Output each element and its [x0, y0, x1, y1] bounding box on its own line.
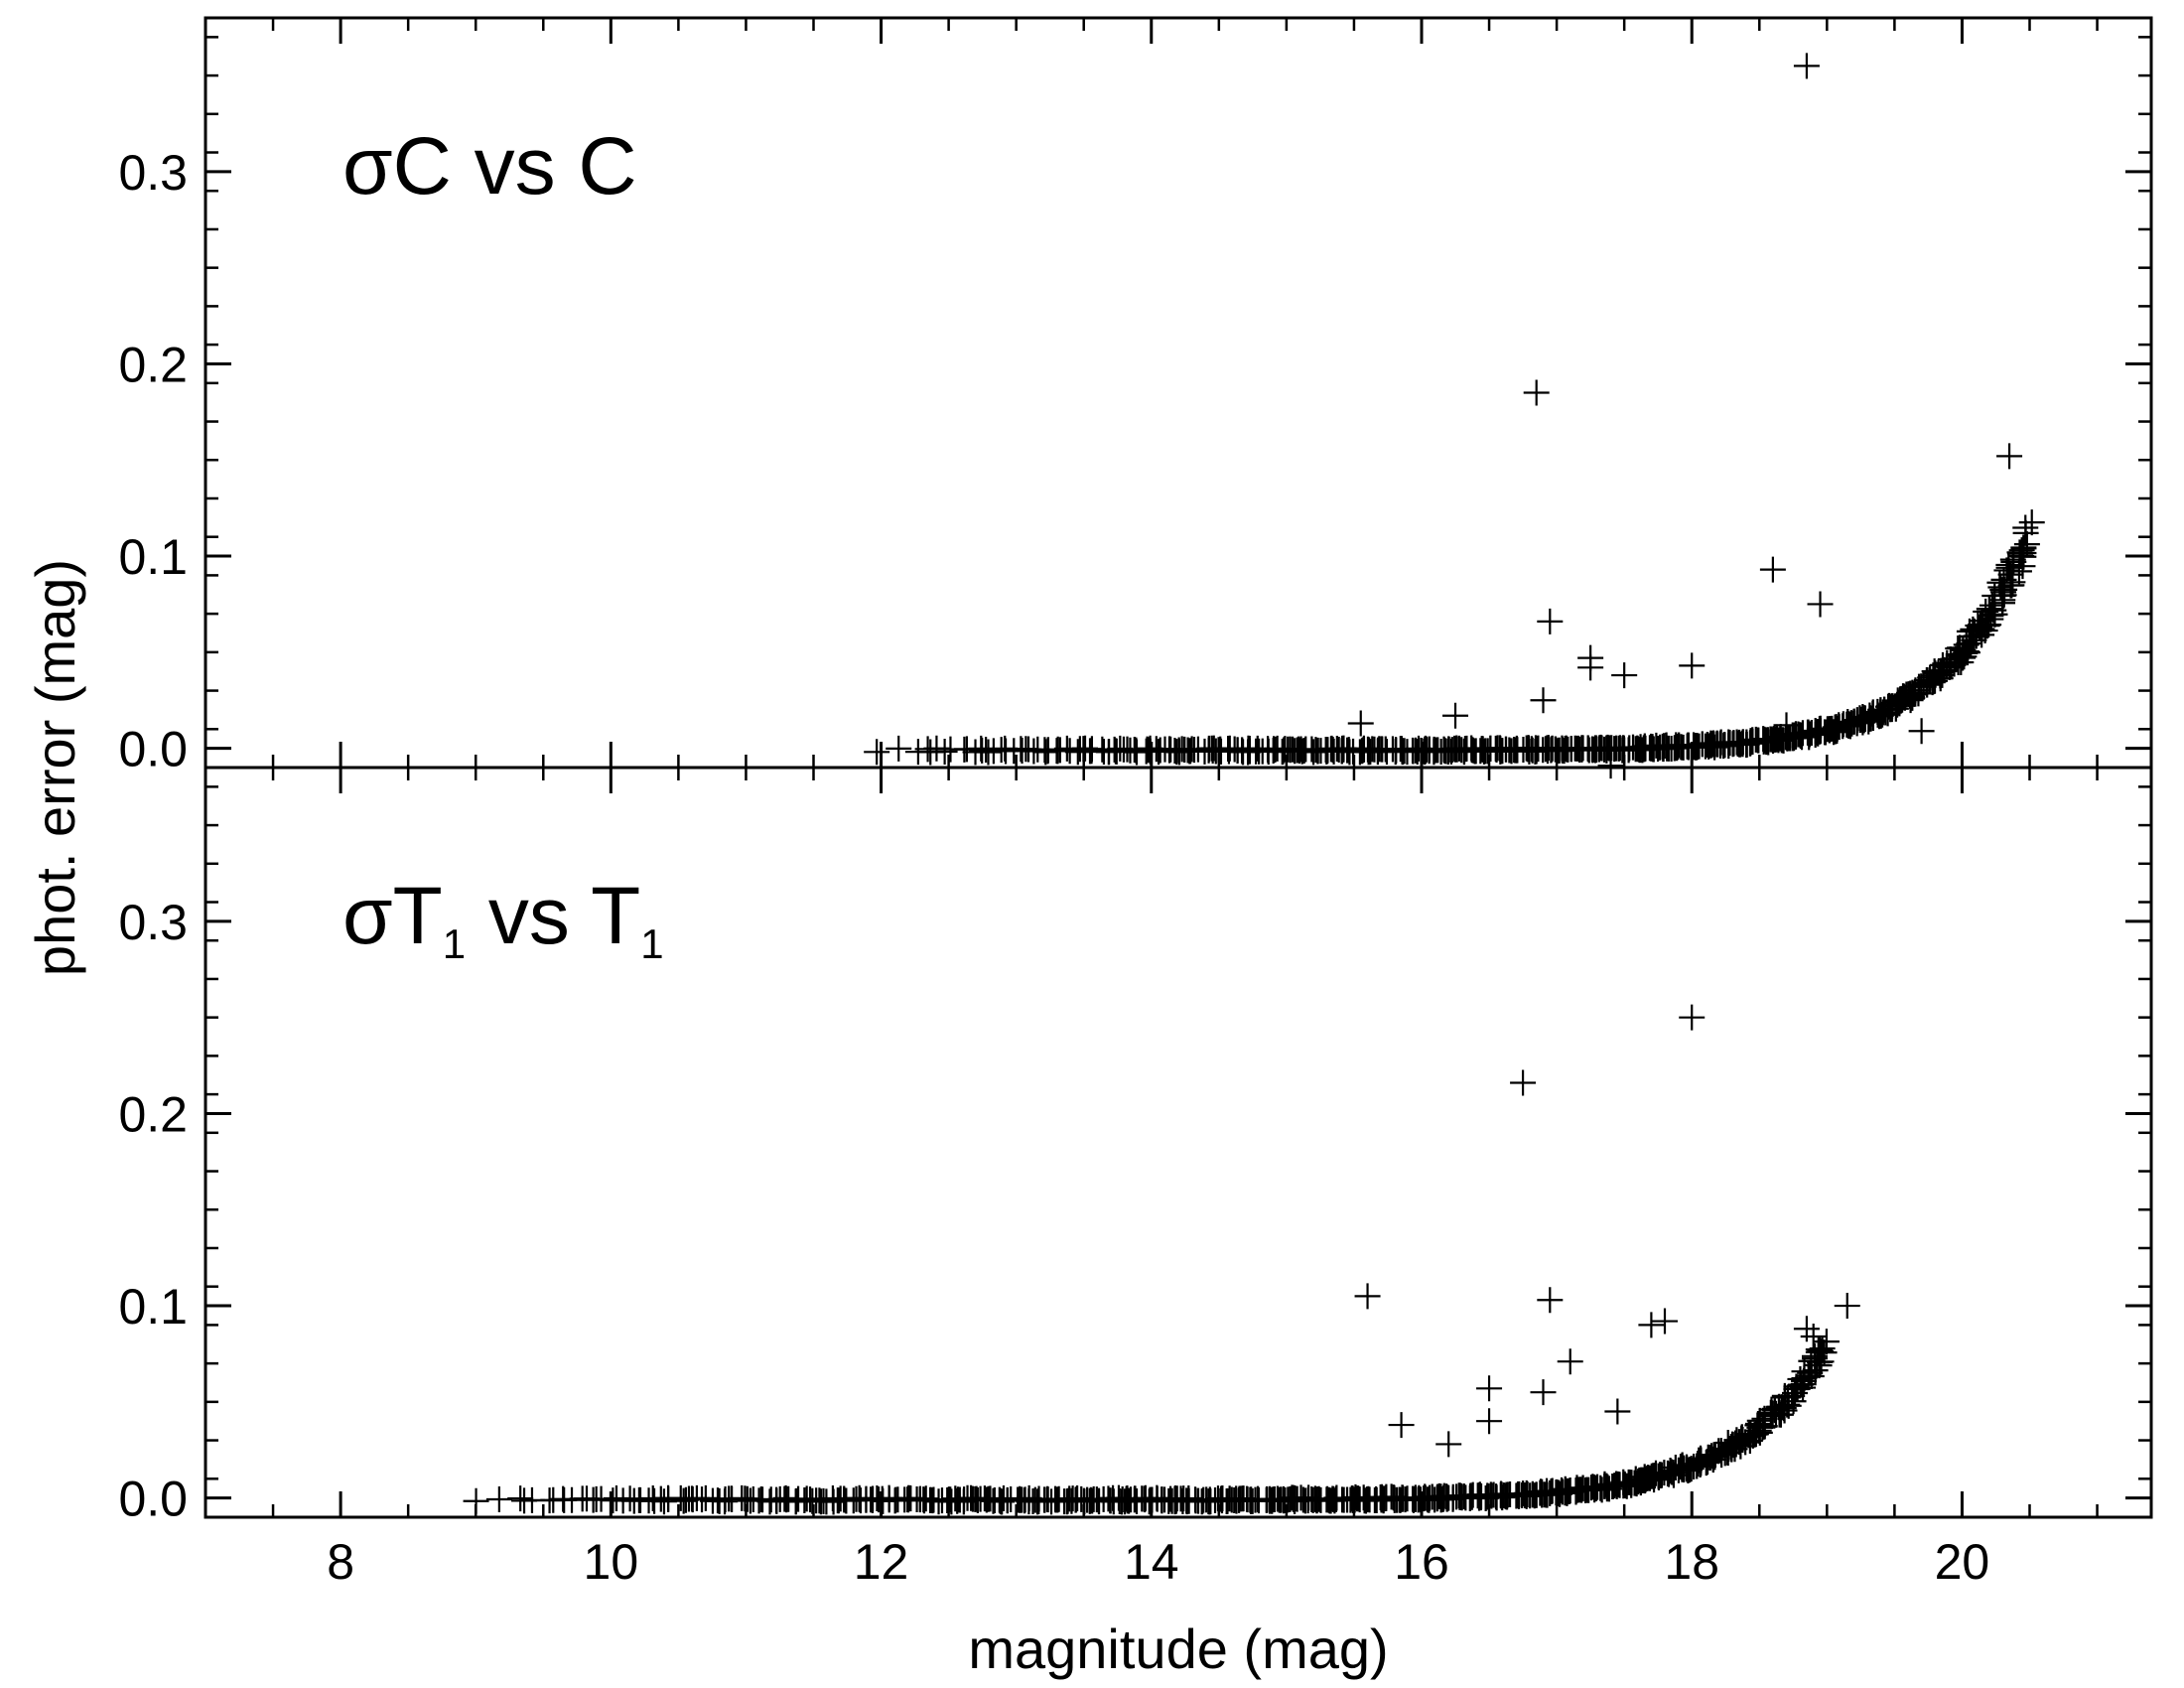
- y-tick-label: 0.3: [118, 895, 188, 950]
- x-tick-label: 16: [1394, 1534, 1449, 1590]
- outlier-point: [1510, 1069, 1537, 1096]
- data-point: [1948, 649, 1975, 676]
- data-point: [1745, 1417, 1772, 1444]
- outlier-point: [1793, 53, 1820, 79]
- outlier-point: [1476, 1408, 1503, 1435]
- top-panel: 0.0 0.1 0.2 0.3 σC vs C: [118, 16, 2153, 779]
- x-tick-label: 10: [584, 1534, 639, 1590]
- data-point: [1674, 1454, 1701, 1480]
- bottom-panel: 0.00.10.20.3 8 10 12 14 16 18 20 σT1 vs T1: [118, 766, 2153, 1590]
- bottom-data-points: [463, 1004, 1860, 1515]
- outlier-point: [1577, 654, 1604, 681]
- outlier-point: [1604, 1398, 1631, 1425]
- outlier-point: [1908, 718, 1935, 745]
- data-point: [1746, 1419, 1773, 1446]
- outlier-point: [1597, 753, 1624, 779]
- x-tick-label: 14: [1124, 1534, 1179, 1590]
- data-point: [507, 1485, 534, 1512]
- data-point: [1170, 1485, 1197, 1512]
- data-point: [2018, 509, 2045, 536]
- y-tick-label: 0.1: [118, 529, 188, 585]
- outlier-point: [1530, 687, 1557, 714]
- data-point: [931, 738, 958, 765]
- bottom-title-mid: vs T: [466, 871, 640, 961]
- data-point: [712, 1488, 739, 1515]
- outlier-point: [1834, 1293, 1860, 1320]
- data-point: [1997, 572, 2024, 599]
- data-point: [1775, 1392, 1802, 1419]
- y-tick-label: 0.0: [118, 722, 188, 777]
- data-point: [1954, 639, 1980, 666]
- x-axis-label: magnitude (mag): [968, 1618, 1388, 1680]
- top-panel-title: σC vs C: [342, 121, 637, 211]
- y-tick-label: 0.0: [118, 1472, 188, 1527]
- outlier-point: [1611, 662, 1638, 689]
- outlier-point: [1679, 1004, 1706, 1031]
- outlier-point: [1476, 1375, 1503, 1402]
- y-axis-label: phot. error (mag): [24, 559, 86, 976]
- outlier-point: [1773, 712, 1800, 739]
- outlier-point: [1679, 652, 1706, 679]
- bottom-plot-frame: [204, 766, 2153, 1519]
- top-data-points: [864, 53, 2045, 779]
- x-tick-label: 12: [854, 1534, 909, 1590]
- outlier-point: [1435, 1431, 1462, 1458]
- outlier-point: [1354, 1283, 1381, 1310]
- outlier-point: [1537, 608, 1564, 634]
- outlier-point: [1530, 1379, 1557, 1406]
- data-point: [1981, 601, 2008, 628]
- outlier-point: [1652, 1308, 1678, 1335]
- outlier-point: [1800, 1324, 1827, 1350]
- outlier-point: [1638, 1312, 1665, 1338]
- x-tick-label: 8: [327, 1534, 354, 1590]
- x-tick-label: 20: [1935, 1534, 1990, 1590]
- y-tick-label: 0.3: [118, 145, 188, 201]
- y-tick-label: 0.2: [118, 1086, 188, 1142]
- bottom-y-ticks: 0.0 0.1 0.2 0.3: [118, 785, 2151, 1527]
- outlier-point: [1557, 1348, 1583, 1375]
- bottom-title-sub2: 1: [640, 920, 663, 967]
- outlier-point: [1523, 379, 1550, 406]
- data-point: [1931, 656, 1958, 683]
- data-point: [1995, 554, 2022, 581]
- outlier-point: [1388, 1412, 1415, 1439]
- data-point: [692, 1484, 719, 1511]
- data-point: [864, 739, 890, 766]
- y-tick-label: 0.1: [118, 1279, 188, 1335]
- data-point: [1951, 643, 1978, 670]
- data-point: [1811, 1339, 1838, 1366]
- outlier-point: [1537, 1287, 1564, 1314]
- data-point: [1972, 618, 1998, 644]
- x-tick-label: 18: [1664, 1534, 1719, 1590]
- data-point: [2012, 519, 2039, 546]
- outlier-point: [1996, 443, 2023, 470]
- data-point: [1950, 644, 1977, 671]
- data-point: [886, 735, 912, 762]
- bottom-title-sub: 1: [443, 920, 466, 967]
- data-point: [2013, 531, 2040, 558]
- data-point: [1695, 1444, 1721, 1471]
- outlier-point: [1793, 1316, 1820, 1342]
- data-point: [1978, 606, 2004, 633]
- data-point: [463, 1487, 489, 1514]
- outlier-point: [1442, 702, 1469, 729]
- outlier-point: [1759, 556, 1786, 583]
- data-point: [1780, 1388, 1807, 1415]
- data-point: [1976, 612, 2002, 638]
- data-point: [2010, 534, 2037, 561]
- bottom-x-ticks: 8 10 12 14 16 18 20: [271, 768, 2099, 1590]
- bottom-panel-title: σT1 vs T1: [342, 871, 664, 967]
- bottom-title-main: σT: [342, 871, 443, 961]
- data-point: [1551, 738, 1577, 765]
- outlier-point: [1347, 710, 1374, 737]
- y-tick-label: 0.2: [118, 337, 188, 392]
- outlier-point: [1807, 591, 1834, 618]
- top-y-ticks: 0.0 0.1 0.2 0.3: [118, 18, 2151, 777]
